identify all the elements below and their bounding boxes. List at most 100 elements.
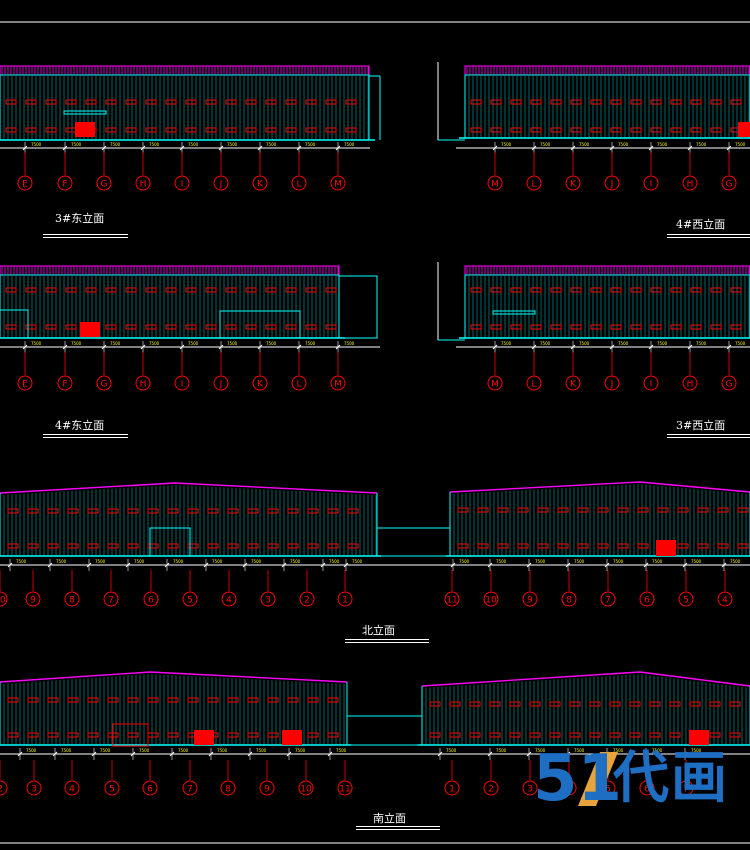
window bbox=[710, 324, 722, 330]
axis-bubble bbox=[444, 780, 460, 796]
axis-bubble bbox=[17, 375, 33, 391]
window bbox=[67, 732, 79, 738]
window bbox=[737, 507, 749, 513]
annex bbox=[338, 275, 378, 339]
window bbox=[185, 99, 197, 105]
axis-bubble bbox=[0, 780, 8, 796]
door-red bbox=[689, 730, 709, 745]
window bbox=[557, 543, 569, 549]
window bbox=[690, 324, 702, 330]
axis-label: G bbox=[101, 380, 108, 390]
window bbox=[650, 287, 662, 293]
window bbox=[225, 287, 237, 293]
window bbox=[629, 701, 641, 707]
window bbox=[185, 324, 197, 330]
window bbox=[45, 99, 57, 105]
window bbox=[5, 99, 17, 105]
gate bbox=[112, 723, 149, 747]
dimension-label: 7500 bbox=[696, 341, 707, 346]
title-underline bbox=[356, 829, 440, 830]
window bbox=[227, 508, 239, 514]
window bbox=[490, 99, 502, 105]
window bbox=[225, 324, 237, 330]
axis-bubble bbox=[135, 175, 151, 191]
title-east-4: 4#东立面 bbox=[55, 419, 105, 432]
window bbox=[730, 99, 742, 105]
axis-bubble bbox=[174, 375, 190, 391]
window bbox=[729, 732, 741, 738]
axis-bubble bbox=[487, 175, 503, 191]
window bbox=[730, 287, 742, 293]
window bbox=[25, 324, 37, 330]
dimension-label: 7500 bbox=[613, 559, 624, 564]
axis-bubble bbox=[565, 375, 581, 391]
window bbox=[47, 543, 59, 549]
dimension-label: 7500 bbox=[579, 341, 590, 346]
window bbox=[650, 127, 662, 133]
axis-label: 10 bbox=[300, 785, 312, 795]
dimension-label: 7500 bbox=[501, 142, 512, 147]
axis-bubble bbox=[487, 375, 503, 391]
axis-bubble bbox=[526, 175, 542, 191]
window bbox=[87, 732, 99, 738]
door-red bbox=[282, 730, 302, 745]
window bbox=[65, 324, 77, 330]
window bbox=[247, 732, 259, 738]
title-west-4: 4#西立面 bbox=[676, 218, 726, 231]
axis-bubble bbox=[678, 591, 694, 607]
window bbox=[490, 324, 502, 330]
dimension-label: 7500 bbox=[735, 142, 746, 147]
window bbox=[497, 507, 509, 513]
annex bbox=[219, 310, 301, 339]
title-underline bbox=[43, 437, 128, 438]
window bbox=[609, 732, 621, 738]
window bbox=[127, 732, 139, 738]
title-north: 北立面 bbox=[362, 624, 395, 637]
axis-label: 3 bbox=[527, 785, 533, 795]
axis-bubble bbox=[96, 375, 112, 391]
title-underline bbox=[667, 434, 750, 435]
dimension-label: 7500 bbox=[100, 748, 111, 753]
window bbox=[5, 287, 17, 293]
dimension-label: 7500 bbox=[178, 748, 189, 753]
gable-roof bbox=[0, 671, 348, 683]
window bbox=[87, 697, 99, 703]
window bbox=[589, 732, 601, 738]
axis-bubble bbox=[213, 375, 229, 391]
roof-band bbox=[0, 265, 340, 276]
window bbox=[127, 543, 139, 549]
axis-bubble bbox=[252, 175, 268, 191]
axis-bubble bbox=[143, 591, 159, 607]
window bbox=[429, 701, 441, 707]
window bbox=[47, 697, 59, 703]
window bbox=[325, 127, 337, 133]
dimension-label: 7500 bbox=[71, 142, 82, 147]
dimension-label: 7500 bbox=[652, 559, 663, 564]
window bbox=[205, 324, 217, 330]
dimension-label: 7500 bbox=[295, 748, 306, 753]
window bbox=[87, 543, 99, 549]
window bbox=[577, 543, 589, 549]
axis-label: H bbox=[140, 180, 147, 190]
dimension-label: 7500 bbox=[188, 341, 199, 346]
axis-label: K bbox=[570, 380, 577, 390]
axis-label: L bbox=[296, 380, 301, 390]
axis-label: 7 bbox=[605, 596, 611, 606]
axis-label: J bbox=[219, 380, 223, 390]
axis-bubble bbox=[291, 175, 307, 191]
axis-bubble bbox=[682, 375, 698, 391]
axis-label: M bbox=[491, 380, 499, 390]
axis-label: 2 bbox=[304, 596, 310, 606]
window bbox=[710, 127, 722, 133]
window bbox=[470, 324, 482, 330]
window bbox=[457, 507, 469, 513]
gable-roof bbox=[449, 481, 750, 493]
window bbox=[167, 508, 179, 514]
window bbox=[530, 324, 542, 330]
window bbox=[205, 287, 217, 293]
dimension-label: 7500 bbox=[696, 142, 707, 147]
window bbox=[25, 127, 37, 133]
window bbox=[597, 507, 609, 513]
axis-label: 5 bbox=[683, 596, 689, 606]
title-south: 南立面 bbox=[373, 812, 406, 825]
